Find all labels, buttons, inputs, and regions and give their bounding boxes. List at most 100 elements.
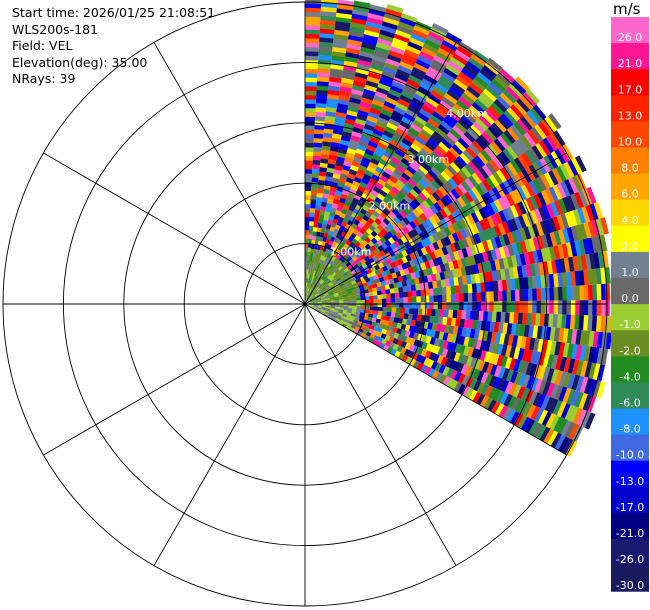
range-gate xyxy=(446,286,452,295)
range-gate xyxy=(351,84,365,92)
range-gate xyxy=(478,134,491,148)
range-gate xyxy=(575,300,580,316)
range-gate xyxy=(425,329,432,337)
range-gate xyxy=(321,240,326,247)
range-gate xyxy=(390,302,396,308)
range-gate xyxy=(530,209,539,224)
range-gate xyxy=(318,284,323,289)
range-gate xyxy=(313,142,323,148)
range-gate xyxy=(397,281,403,288)
range-gate xyxy=(305,11,321,17)
range-gate xyxy=(454,293,460,302)
range-gate xyxy=(566,286,572,301)
range-gate xyxy=(382,307,388,312)
range-gate xyxy=(405,204,415,213)
range-gate xyxy=(396,191,406,200)
range-gate xyxy=(549,287,555,301)
range-gate xyxy=(506,145,519,160)
range-gate xyxy=(333,236,340,243)
range-gate xyxy=(310,199,317,205)
range-gate xyxy=(349,97,362,105)
range-gate xyxy=(398,175,409,185)
range-gate xyxy=(505,345,513,358)
range-gate xyxy=(464,365,473,377)
range-gate xyxy=(321,264,326,270)
range-gate xyxy=(454,285,460,294)
range-gate xyxy=(311,296,316,300)
range-gate xyxy=(323,276,328,281)
range-gate xyxy=(412,302,417,309)
range-gate xyxy=(424,288,430,296)
range-gate xyxy=(574,314,580,330)
range-gate xyxy=(400,347,407,355)
range-gate xyxy=(556,314,563,329)
range-gate xyxy=(350,184,359,192)
range-gate xyxy=(478,114,492,128)
range-gate xyxy=(553,300,559,315)
range-gate xyxy=(469,378,478,390)
range-gate xyxy=(405,150,417,160)
range-gate xyxy=(517,312,524,325)
range-gate xyxy=(405,254,413,262)
range-gate xyxy=(460,67,476,81)
range-gate xyxy=(528,251,535,265)
range-gate xyxy=(537,121,551,137)
range-gate xyxy=(327,315,332,320)
range-gate xyxy=(307,255,311,261)
range-gate xyxy=(416,290,422,297)
range-gate xyxy=(402,286,408,293)
velocity-sweep xyxy=(305,0,615,457)
range-gate xyxy=(328,292,334,296)
range-gate xyxy=(465,246,473,257)
range-gate xyxy=(381,271,388,277)
range-gate xyxy=(553,245,561,260)
range-gate xyxy=(316,288,321,293)
range-gate xyxy=(356,168,366,176)
range-gate xyxy=(571,344,579,360)
range-gate xyxy=(422,210,432,220)
range-gate xyxy=(529,107,544,123)
range-gate xyxy=(325,278,331,283)
range-gate xyxy=(309,288,313,293)
range-gate xyxy=(371,237,378,245)
range-gate xyxy=(307,282,310,288)
range-gate xyxy=(332,290,338,295)
range-gate xyxy=(494,365,502,378)
range-gate xyxy=(444,358,453,368)
range-gate xyxy=(465,328,472,338)
range-gate xyxy=(342,68,356,76)
range-gate xyxy=(513,140,526,155)
range-gate xyxy=(342,309,348,313)
range-gate xyxy=(422,308,428,316)
range-gate xyxy=(556,182,567,199)
range-gate xyxy=(311,295,315,299)
range-gate xyxy=(385,8,403,18)
range-gate xyxy=(404,324,411,332)
range-gate xyxy=(350,201,358,208)
range-gate xyxy=(319,210,326,216)
range-gate xyxy=(457,196,467,208)
range-gate xyxy=(423,100,437,112)
range-gate xyxy=(472,301,477,311)
range-gate xyxy=(502,290,508,302)
range-gate xyxy=(318,249,323,255)
range-gate xyxy=(391,171,401,181)
range-gate xyxy=(448,325,455,335)
range-gate xyxy=(494,119,508,133)
range-gate xyxy=(451,222,460,233)
range-gate xyxy=(463,64,479,77)
range-gate xyxy=(399,60,414,71)
range-gate xyxy=(368,313,374,318)
range-gate xyxy=(372,128,384,137)
range-gate xyxy=(461,180,472,192)
range-gate xyxy=(504,312,511,324)
range-gate xyxy=(540,300,546,314)
range-gate xyxy=(515,229,524,243)
range-gate xyxy=(311,185,318,192)
range-gate xyxy=(306,277,308,283)
range-gate xyxy=(536,176,548,192)
range-gate xyxy=(445,244,453,254)
range-gate xyxy=(442,294,447,303)
range-gate xyxy=(536,235,545,250)
range-ring-label: 1.00km xyxy=(330,246,372,259)
